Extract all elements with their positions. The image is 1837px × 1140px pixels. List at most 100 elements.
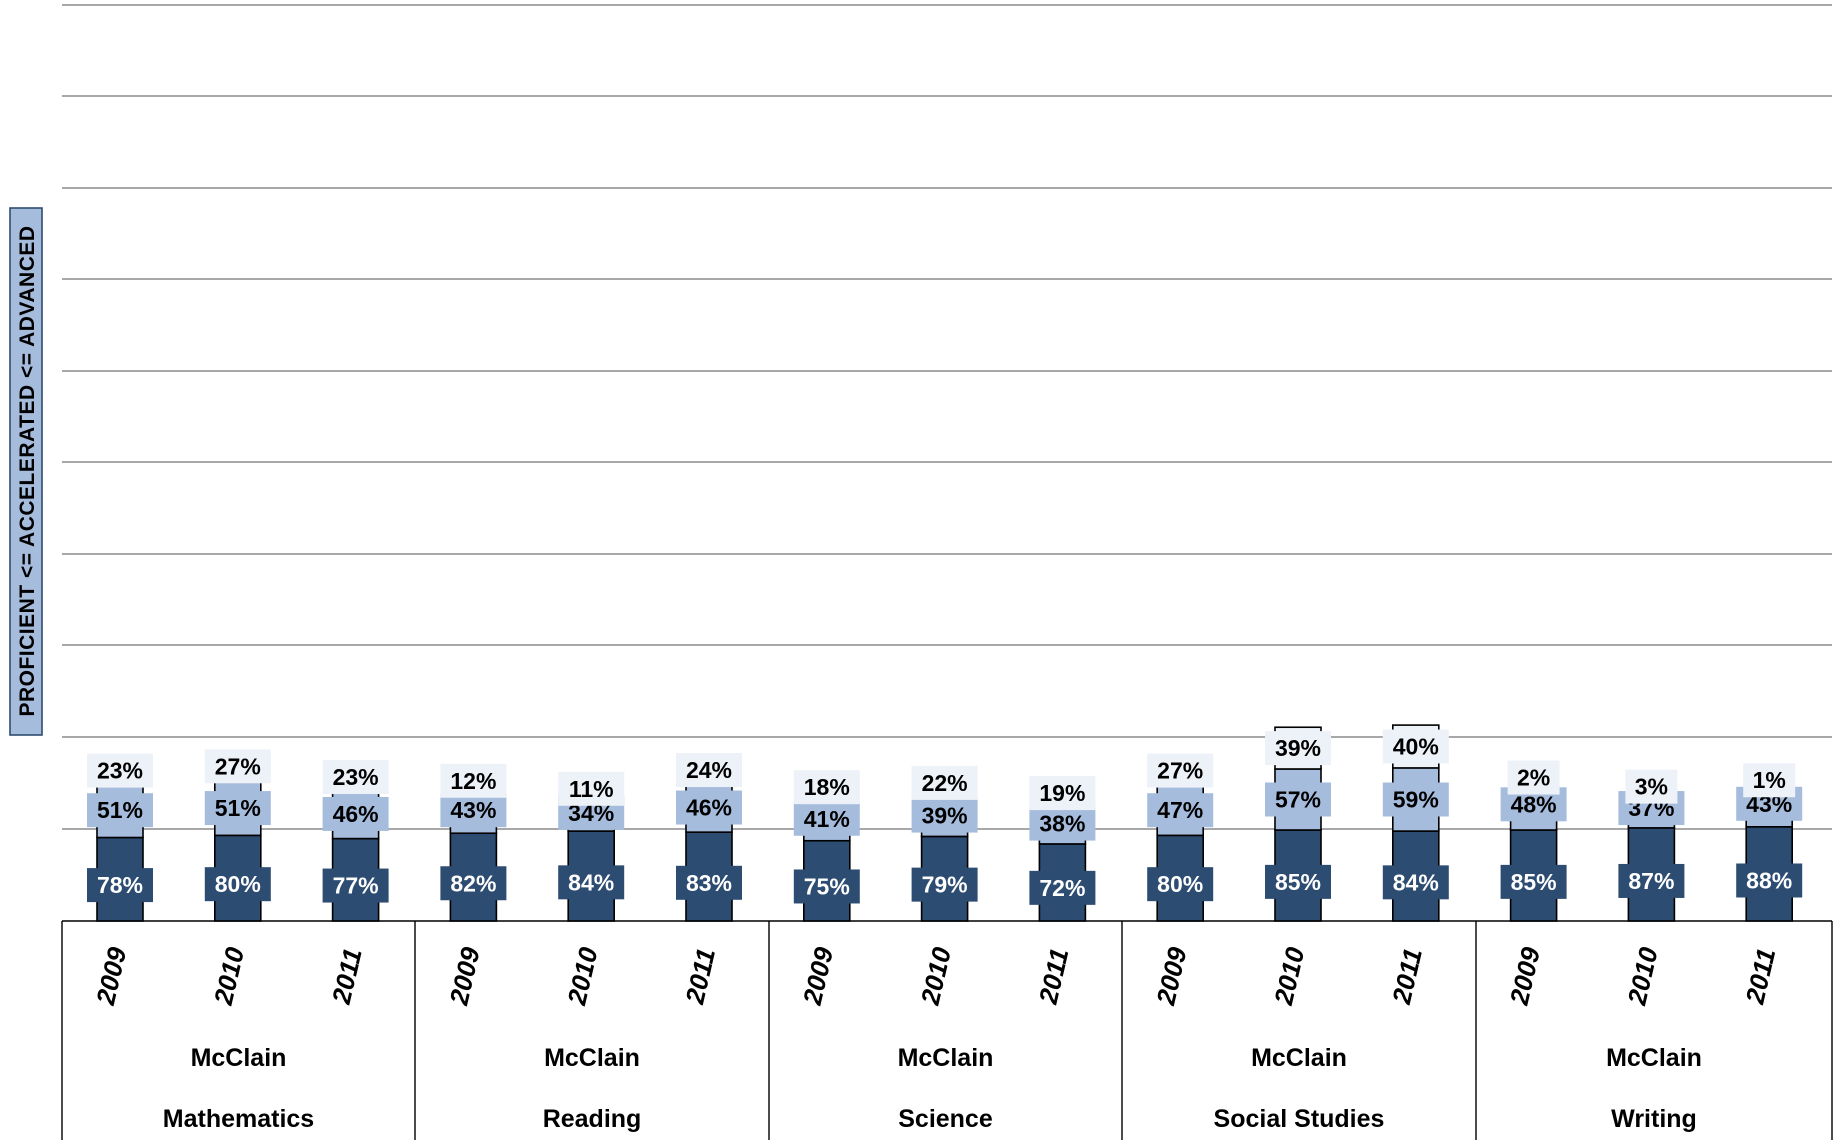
- data-label-accelerated: 43%: [440, 793, 507, 828]
- data-label-box: [676, 865, 742, 900]
- data-label-text: 78%: [97, 872, 143, 898]
- data-label-box: [322, 796, 389, 831]
- data-label-box: [911, 765, 978, 800]
- data-label-text: 87%: [1628, 868, 1674, 894]
- data-label-text: 51%: [97, 797, 143, 823]
- data-labels: 78% 51% 23% 80% 51% 27% 77% 46% 23% 82% 43% 12% 84% 3…: [87, 729, 1803, 905]
- data-label-text: 59%: [1393, 786, 1439, 812]
- group-label-school: McClain: [544, 1044, 640, 1072]
- data-label-advanced: 1%: [1743, 763, 1796, 798]
- x-tick-label: 2011: [1739, 945, 1781, 1007]
- data-label-accelerated: 51%: [87, 793, 153, 828]
- x-tick-label: 2009: [90, 944, 133, 1009]
- data-label-proficient: 88%: [1736, 863, 1803, 898]
- data-label-text: 38%: [1039, 811, 1085, 837]
- data-label-text: 39%: [922, 803, 968, 829]
- data-label-text: 57%: [1275, 786, 1321, 812]
- data-label-proficient: 79%: [911, 867, 978, 902]
- data-label-proficient: 87%: [1618, 863, 1685, 898]
- data-label-proficient: 85%: [1500, 864, 1567, 899]
- x-tick-label: 2010: [561, 944, 604, 1009]
- data-label-text: 46%: [686, 795, 732, 821]
- data-label-box: [440, 763, 507, 798]
- group-label-school: McClain: [191, 1044, 287, 1072]
- data-label-proficient: 82%: [440, 866, 507, 901]
- data-label-proficient: 75%: [793, 869, 860, 904]
- data-label-text: 39%: [1275, 735, 1321, 761]
- data-label-advanced: 27%: [204, 749, 271, 784]
- data-label-text: 85%: [1511, 869, 1557, 895]
- x-tick-label: 2011: [326, 945, 368, 1007]
- data-label-accelerated: 57%: [1265, 782, 1331, 817]
- data-label-proficient: 83%: [676, 865, 742, 900]
- data-label-advanced: 3%: [1625, 769, 1678, 804]
- data-label-advanced: 19%: [1029, 776, 1096, 811]
- data-label-proficient: 77%: [322, 868, 389, 903]
- data-label-box: [1507, 760, 1560, 795]
- x-tick-label: 2009: [1503, 944, 1546, 1009]
- data-label-box: [558, 771, 625, 806]
- data-label-text: 84%: [1393, 869, 1439, 895]
- data-label-text: 2%: [1517, 765, 1550, 791]
- data-label-box: [1382, 782, 1449, 817]
- data-label-box: [1265, 731, 1331, 766]
- x-tick-label: 2009: [1150, 944, 1193, 1009]
- data-label-text: 47%: [1157, 797, 1203, 823]
- y-axis-title-text: PROFICIENT <= ACCELERATED <= ADVANCED: [16, 225, 39, 716]
- data-label-accelerated: 46%: [676, 790, 742, 825]
- data-label-proficient: 80%: [1147, 867, 1214, 902]
- data-label-text: 82%: [450, 870, 496, 896]
- data-label-advanced: 27%: [1147, 753, 1214, 788]
- x-tick-label: 2011: [679, 945, 721, 1007]
- x-tick-label: 2011: [1033, 945, 1075, 1007]
- data-label-text: 23%: [97, 758, 143, 784]
- data-label-text: 88%: [1746, 867, 1792, 893]
- data-label-text: 41%: [804, 806, 850, 832]
- data-label-box: [440, 866, 507, 901]
- data-label-text: 77%: [333, 873, 379, 899]
- data-label-proficient: 85%: [1265, 864, 1331, 899]
- data-label-box: [1265, 782, 1331, 817]
- data-label-advanced: 2%: [1507, 760, 1560, 795]
- data-label-text: 1%: [1753, 767, 1786, 793]
- data-label-text: 83%: [686, 870, 732, 896]
- data-label-box: [1147, 867, 1214, 902]
- data-label-box: [204, 791, 271, 826]
- data-label-box: [204, 867, 271, 902]
- data-label-box: [1029, 870, 1096, 905]
- data-label-advanced: 39%: [1265, 731, 1331, 766]
- x-tick-label: 2009: [443, 944, 486, 1009]
- data-label-box: [793, 770, 860, 805]
- data-label-box: [911, 867, 978, 902]
- data-label-text: 72%: [1039, 875, 1085, 901]
- data-label-text: 48%: [1511, 791, 1557, 817]
- data-label-text: 27%: [1157, 758, 1203, 784]
- data-label-advanced: 22%: [911, 765, 978, 800]
- data-label-proficient: 84%: [1382, 865, 1449, 900]
- data-label-proficient: 78%: [87, 868, 153, 903]
- data-label-proficient: 80%: [204, 867, 271, 902]
- data-label-box: [793, 801, 860, 836]
- data-label-text: 11%: [569, 776, 614, 802]
- data-label-advanced: 24%: [676, 753, 742, 788]
- data-label-box: [204, 749, 271, 784]
- data-label-text: 40%: [1393, 734, 1439, 760]
- data-label-advanced: 23%: [322, 760, 389, 795]
- data-label-advanced: 12%: [440, 763, 507, 798]
- x-tick-label: 2010: [1268, 944, 1311, 1009]
- group-label-subject: Writing: [1611, 1105, 1697, 1133]
- data-label-text: 43%: [450, 797, 496, 823]
- data-label-box: [1029, 806, 1096, 841]
- x-tick-label: 2009: [797, 944, 840, 1009]
- data-label-text: 80%: [215, 871, 261, 897]
- data-label-text: 84%: [568, 869, 614, 895]
- data-label-box: [1029, 776, 1096, 811]
- data-label-advanced: 18%: [793, 770, 860, 805]
- group-label-subject: Social Studies: [1214, 1105, 1385, 1133]
- data-label-accelerated: 38%: [1029, 806, 1096, 841]
- data-label-box: [793, 869, 860, 904]
- data-label-accelerated: 39%: [911, 798, 978, 833]
- data-label-box: [911, 798, 978, 833]
- data-label-advanced: 40%: [1382, 729, 1449, 764]
